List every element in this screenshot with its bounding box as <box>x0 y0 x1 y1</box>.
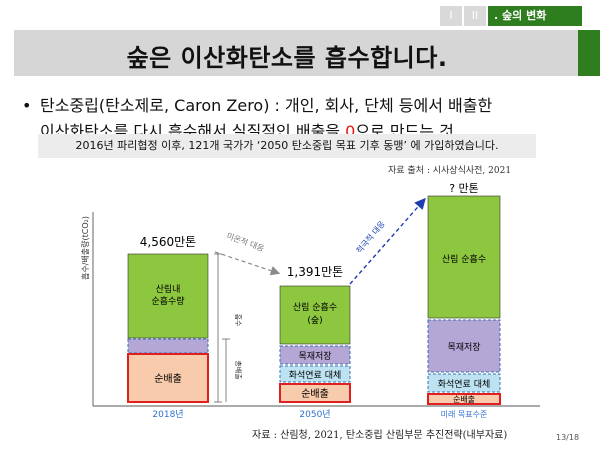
bar-2050-wood-label: 목재저장 <box>298 351 331 362</box>
total-future: ? 만톤 <box>449 182 479 195</box>
bar-2050-fossil <box>279 365 351 383</box>
bar-2050-net-emission <box>279 383 351 403</box>
bar-future-net-label: 순배출 <box>453 394 475 404</box>
natural-response-arrow <box>214 251 281 276</box>
page-title: 숲은 이산화탄소를 흡수합니다. <box>126 44 448 72</box>
title-bar: 숲은 이산화탄소를 흡수합니다. <box>14 30 600 76</box>
bar-2018-net-label: 순배출 <box>154 373 182 385</box>
bar-2018-net-emission <box>127 353 209 403</box>
active-response-label: 적극적 대응 <box>354 219 387 256</box>
tab-section-2[interactable]: II <box>464 6 486 26</box>
bar-2050-net-label: 순배출 <box>301 388 329 400</box>
bracket-absorption-label: 흡수 <box>234 314 243 327</box>
bar-future-wood <box>427 319 501 373</box>
category-future: 미래 목표수준 <box>441 410 488 419</box>
paris-agreement-notice: 2016년 파리협정 이후, 121개 국가가 ‘2050 탄소중립 목표 기후… <box>38 134 536 158</box>
bar-future-wood-label: 목재저장 <box>447 342 480 353</box>
natural-response-label: 미온적 대응 <box>225 230 265 253</box>
bar-future-fossil <box>427 373 501 393</box>
bar-future-forest-label: 산림 순흡수 <box>442 253 486 265</box>
bar-future-forest <box>427 195 501 319</box>
tab-section-1[interactable]: I <box>440 6 462 26</box>
category-2018: 2018년 <box>152 409 183 420</box>
bar-future-net-emission <box>427 393 501 405</box>
category-2050: 2050년 <box>299 409 330 420</box>
source-top: 자료 출처 : 시사상식사전, 2021 <box>388 166 512 176</box>
tab-forest-change[interactable]: . 숲의 변화 <box>488 6 582 26</box>
definition-zero: 0 <box>345 122 356 141</box>
definition-line-1: 탄소중립(탄소제로, Caron Zero) : 개인, 회사, 단체 등에서 … <box>40 96 493 115</box>
active-response-arrow <box>349 197 426 285</box>
bar-2050-fossil-label: 화석연료 대체 <box>289 370 342 381</box>
top-navigation: I II . 숲의 변화 <box>0 0 600 30</box>
bar-2050-wood <box>279 345 351 365</box>
source-bottom: 자료 : 산림청, 2021, 탄소중립 산림부문 추진전략(내부자료) <box>252 430 508 441</box>
total-2050: 1,391만톤 <box>287 265 343 279</box>
bar-2050-forest-label-2: (숲) <box>307 315 322 326</box>
bar-2018-forest-label-2: 순흡수량 <box>151 295 184 307</box>
bracket-emission-label: 총배출 <box>234 360 243 380</box>
total-2018: 4,560만톤 <box>140 235 196 249</box>
bar-2018-forest-label-1: 산림내 <box>156 283 181 295</box>
bar-2018-forest <box>127 253 209 339</box>
bar-future-fossil-label: 화석연료 대체 <box>438 379 491 390</box>
bar-2050-forest-label-1: 산림 순흡수 <box>293 301 337 313</box>
y-axis-label: 흡수/배출량(tCO₂) <box>80 216 90 280</box>
bar-2018-dashed-gap <box>127 338 209 354</box>
emission-chart: 흡수/배출량(tCO₂) 산림내 순흡수량 순배출 4,560만톤 흡수 총배출… <box>80 182 540 420</box>
title-accent-strip <box>578 30 600 76</box>
bar-2050-forest <box>279 285 351 345</box>
bullet-dot-icon: • <box>22 96 32 115</box>
page-number: 13/18 <box>556 433 580 442</box>
